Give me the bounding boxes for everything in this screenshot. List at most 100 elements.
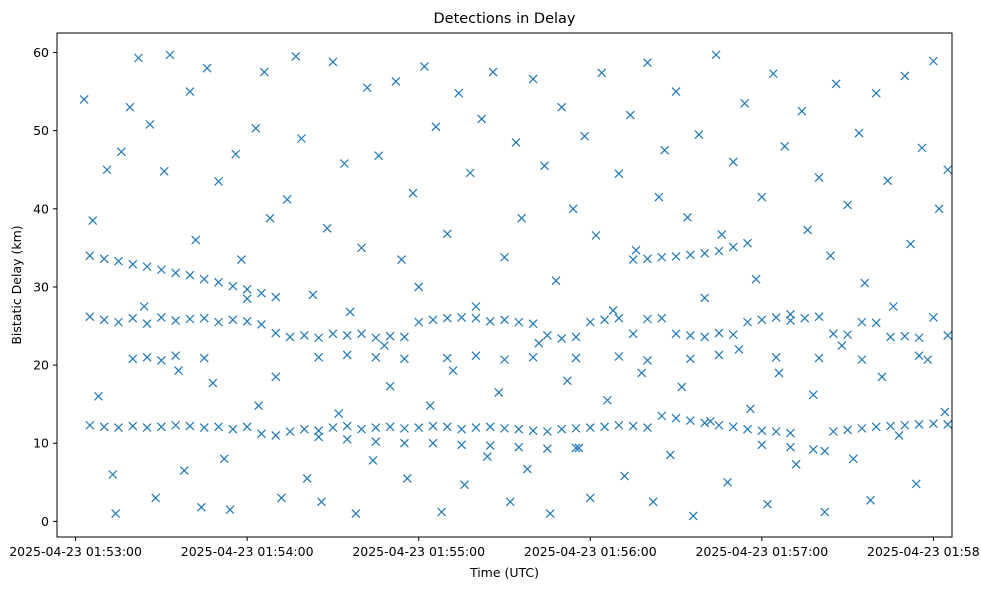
data-point-marker bbox=[399, 438, 409, 448]
data-point-marker bbox=[843, 425, 853, 435]
x-axis-ticks: 2025-04-23 01:53:00 2025-04-23 01:54:00 20… bbox=[9, 537, 981, 559]
data-point-marker bbox=[534, 338, 544, 348]
data-point-marker bbox=[454, 88, 464, 98]
data-point-marker bbox=[683, 212, 692, 222]
data-point-marker bbox=[614, 352, 624, 361]
data-point-marker bbox=[134, 53, 143, 63]
y-tick-label: 40 bbox=[33, 201, 49, 216]
data-point-marker bbox=[786, 442, 795, 452]
data-point-marker bbox=[743, 238, 752, 248]
data-point-marker bbox=[943, 165, 953, 175]
y-tick-label: 0 bbox=[41, 514, 49, 529]
data-point-marker bbox=[259, 67, 269, 77]
data-point-marker bbox=[342, 350, 352, 360]
data-point-marker bbox=[428, 421, 438, 431]
data-point-marker bbox=[285, 332, 295, 342]
data-point-marker bbox=[185, 87, 195, 97]
x-axis-label: Time (UTC) bbox=[469, 565, 539, 580]
data-point-marker bbox=[571, 443, 581, 453]
data-point-marker bbox=[85, 312, 95, 322]
data-point-marker bbox=[514, 424, 524, 434]
data-point-marker bbox=[208, 378, 218, 388]
data-point-marker bbox=[368, 455, 378, 465]
data-point-marker bbox=[643, 355, 652, 365]
x-tick-label: 2025-04-23 01:55:00 bbox=[352, 544, 485, 559]
data-point-marker bbox=[85, 251, 95, 261]
data-point-marker bbox=[854, 128, 864, 138]
data-point-marker bbox=[151, 493, 161, 503]
data-point-marker bbox=[251, 123, 261, 133]
data-point-marker bbox=[643, 58, 652, 68]
data-point-marker bbox=[442, 422, 452, 432]
data-point-marker bbox=[485, 316, 495, 326]
data-point-marker bbox=[883, 176, 893, 186]
data-point-marker bbox=[142, 352, 152, 362]
data-point-marker bbox=[906, 239, 915, 249]
data-point-marker bbox=[608, 305, 618, 315]
data-point-marker bbox=[568, 204, 578, 214]
data-point-marker bbox=[643, 314, 652, 324]
data-point-marker bbox=[214, 317, 223, 327]
data-point-marker bbox=[357, 424, 366, 434]
data-point-marker bbox=[391, 77, 401, 86]
data-point-marker bbox=[314, 432, 324, 442]
data-point-marker bbox=[877, 372, 887, 382]
data-point-marker bbox=[545, 509, 555, 518]
data-point-marker bbox=[254, 401, 264, 411]
data-point-marker bbox=[685, 250, 695, 260]
data-point-marker bbox=[914, 420, 924, 429]
data-point-marker bbox=[142, 319, 152, 329]
data-point-marker bbox=[511, 137, 521, 147]
data-point-marker bbox=[314, 352, 324, 362]
data-markers bbox=[79, 50, 953, 521]
data-point-marker bbox=[763, 499, 772, 509]
y-tick-label: 30 bbox=[33, 279, 49, 294]
data-point-marker bbox=[191, 235, 201, 245]
data-point-marker bbox=[757, 426, 767, 436]
data-point-marker bbox=[603, 395, 612, 405]
data-point-marker bbox=[505, 497, 515, 507]
data-point-marker bbox=[79, 94, 89, 104]
data-point-marker bbox=[866, 495, 875, 505]
data-point-marker bbox=[139, 302, 149, 311]
data-point-marker bbox=[465, 168, 475, 178]
data-point-marker bbox=[242, 284, 252, 294]
data-point-marker bbox=[125, 102, 135, 112]
data-point-marker bbox=[628, 421, 638, 431]
data-point-marker bbox=[528, 74, 538, 84]
data-point-marker bbox=[488, 67, 498, 77]
data-point-marker bbox=[271, 372, 281, 382]
data-point-marker bbox=[828, 329, 838, 339]
data-point-marker bbox=[728, 242, 738, 252]
data-point-marker bbox=[500, 252, 509, 262]
data-point-marker bbox=[637, 368, 647, 378]
data-point-marker bbox=[257, 320, 266, 329]
data-point-marker bbox=[342, 421, 352, 431]
data-point-marker bbox=[585, 423, 595, 433]
data-point-marker bbox=[257, 429, 266, 439]
data-point-marker bbox=[528, 319, 538, 329]
data-point-marker bbox=[214, 177, 223, 186]
data-point-marker bbox=[808, 390, 818, 400]
data-point-marker bbox=[551, 276, 561, 286]
data-point-marker bbox=[471, 423, 481, 433]
data-point-marker bbox=[540, 161, 549, 171]
y-axis-label: Bistatic Delay (km) bbox=[9, 225, 24, 344]
data-point-marker bbox=[831, 79, 841, 89]
data-point-marker bbox=[542, 330, 552, 340]
data-point-marker bbox=[460, 480, 469, 490]
data-point-marker bbox=[828, 427, 838, 436]
data-point-marker bbox=[685, 354, 695, 364]
y-tick-label: 20 bbox=[33, 358, 49, 373]
data-point-marker bbox=[786, 316, 795, 325]
data-point-marker bbox=[888, 302, 898, 311]
data-point-marker bbox=[943, 420, 953, 429]
data-point-marker bbox=[514, 317, 524, 327]
data-point-marker bbox=[351, 509, 361, 518]
data-point-marker bbox=[557, 334, 567, 343]
data-point-marker bbox=[414, 317, 424, 327]
data-point-marker bbox=[442, 313, 452, 323]
data-point-marker bbox=[285, 427, 295, 436]
data-point-marker bbox=[843, 330, 853, 340]
data-point-marker bbox=[848, 454, 858, 464]
